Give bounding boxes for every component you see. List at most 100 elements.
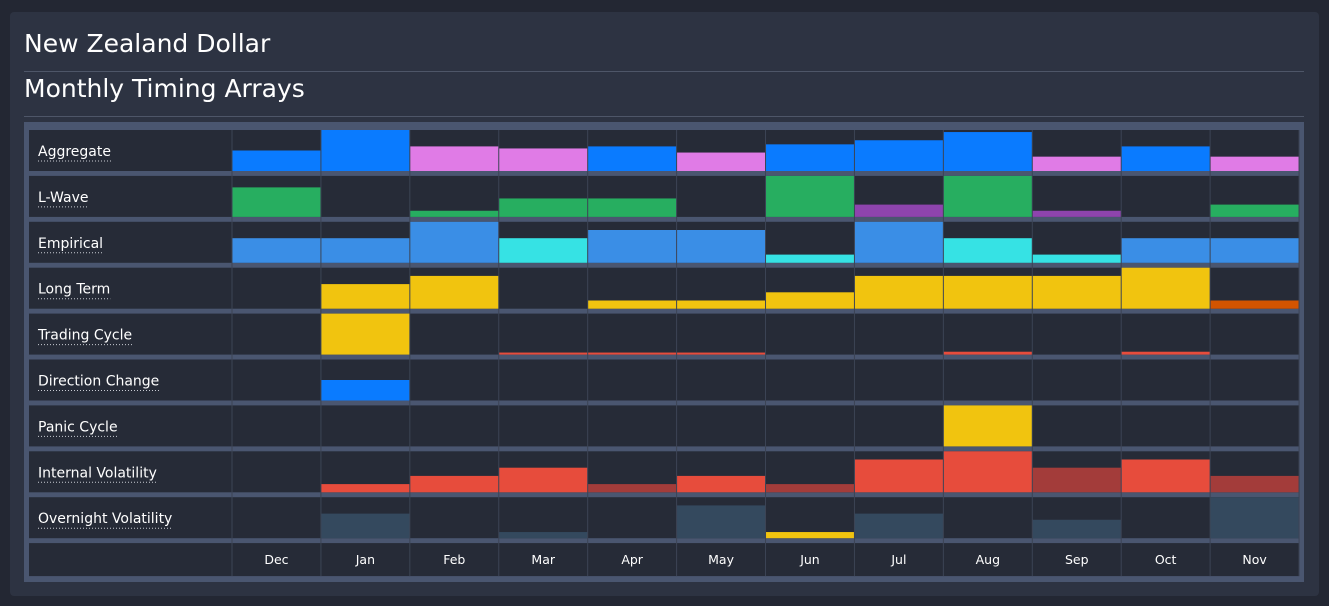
bar-trading-cycle-jan <box>320 313 410 355</box>
month-label-mar: Mar <box>531 552 555 567</box>
bar-internal-volatility-jan <box>320 484 410 493</box>
bar-l-wave-dec <box>232 187 321 217</box>
row-label[interactable]: Long Term <box>38 282 110 298</box>
bar-empirical-aug <box>943 238 1033 263</box>
month-label-sep: Sep <box>1065 552 1089 567</box>
bar-empirical-jul <box>854 221 944 263</box>
bar-internal-volatility-jul <box>854 459 944 493</box>
row-label[interactable]: Aggregate <box>38 144 111 160</box>
bar-empirical-nov <box>1210 238 1300 263</box>
row-label[interactable]: Empirical <box>38 236 103 252</box>
bar-aggregate-may <box>676 152 766 171</box>
row-background <box>29 313 1300 355</box>
bar-aggregate-feb <box>409 146 499 171</box>
bar-l-wave-nov <box>1210 204 1300 217</box>
month-label-feb: Feb <box>443 552 465 567</box>
bar-aggregate-jul <box>854 140 944 171</box>
bar-l-wave-jun <box>765 175 855 217</box>
bar-internal-volatility-feb <box>409 475 499 493</box>
bar-long-term-nov <box>1210 300 1300 309</box>
bar-panic-cycle-aug <box>943 405 1033 447</box>
bar-aggregate-jan <box>320 130 410 171</box>
bar-trading-cycle-may <box>676 352 766 355</box>
row-label[interactable]: Trading Cycle <box>37 328 132 344</box>
subtitle-divider <box>24 116 1304 117</box>
row-label[interactable]: Direction Change <box>38 374 159 390</box>
row-label[interactable]: Panic Cycle <box>38 419 118 435</box>
bar-aggregate-sep <box>1032 156 1122 171</box>
bar-long-term-oct <box>1121 267 1211 309</box>
bar-trading-cycle-oct <box>1121 351 1211 355</box>
bar-empirical-may <box>676 230 766 263</box>
bar-empirical-oct <box>1121 238 1211 263</box>
timing-array-grid: Aggregate L-Wave Empirical Long Term Trading… <box>24 122 1304 582</box>
bar-aggregate-aug <box>943 132 1033 171</box>
bar-empirical-mar <box>498 238 588 263</box>
month-label-aug: Aug <box>976 552 1000 567</box>
month-label-jan: Jan <box>355 552 375 567</box>
row-label[interactable]: Internal Volatility <box>38 465 157 481</box>
month-label-dec: Dec <box>264 552 288 567</box>
bar-internal-volatility-oct <box>1121 459 1211 493</box>
bar-internal-volatility-aug <box>943 451 1033 493</box>
bar-aggregate-mar <box>498 148 588 171</box>
bar-internal-volatility-nov <box>1210 475 1300 493</box>
row-background <box>29 405 1300 447</box>
bar-internal-volatility-sep <box>1032 467 1122 493</box>
bar-direction-change-jan <box>320 380 410 401</box>
timing-array-chart: Aggregate L-Wave Empirical Long Term Trading… <box>29 130 1300 577</box>
bar-long-term-feb <box>409 275 499 309</box>
bar-l-wave-feb <box>409 210 499 217</box>
title-divider <box>24 71 1304 72</box>
bar-empirical-jun <box>765 254 855 263</box>
bar-long-term-aug <box>943 275 1033 309</box>
month-label-jun: Jun <box>799 552 820 567</box>
bar-l-wave-aug <box>943 175 1033 217</box>
bar-long-term-jul <box>854 275 944 309</box>
bar-trading-cycle-mar <box>498 352 588 355</box>
bar-long-term-may <box>676 300 766 309</box>
bar-aggregate-oct <box>1121 146 1211 171</box>
bar-internal-volatility-mar <box>498 467 588 493</box>
bar-trading-cycle-apr <box>587 352 677 355</box>
bar-overnight-volatility-sep <box>1032 519 1122 539</box>
month-label-oct: Oct <box>1155 552 1177 567</box>
bar-long-term-jan <box>320 284 410 309</box>
bar-overnight-volatility-nov <box>1210 497 1300 539</box>
bar-l-wave-apr <box>587 198 677 217</box>
bar-empirical-feb <box>409 221 499 263</box>
month-label-apr: Apr <box>621 552 643 567</box>
bar-overnight-volatility-mar <box>498 532 588 539</box>
bar-l-wave-mar <box>498 198 588 217</box>
month-label-may: May <box>708 552 734 567</box>
bar-internal-volatility-jun <box>765 484 855 493</box>
bar-l-wave-sep <box>1032 210 1122 217</box>
bar-internal-volatility-apr <box>587 484 677 493</box>
month-label-jul: Jul <box>890 552 906 567</box>
bar-empirical-sep <box>1032 254 1122 263</box>
bar-long-term-sep <box>1032 275 1122 309</box>
main-panel: New Zealand Dollar Monthly Timing Arrays… <box>10 12 1319 596</box>
month-label-nov: Nov <box>1242 552 1267 567</box>
bar-long-term-apr <box>587 300 677 309</box>
row-label[interactable]: L-Wave <box>38 190 88 206</box>
bar-overnight-volatility-jul <box>854 513 944 539</box>
bar-internal-volatility-may <box>676 475 766 493</box>
bar-overnight-volatility-jun <box>765 532 855 539</box>
bar-aggregate-dec <box>232 150 321 171</box>
month-axis-background <box>29 543 1300 577</box>
bar-l-wave-jul <box>854 204 944 217</box>
row-label[interactable]: Overnight Volatility <box>38 511 172 527</box>
bar-aggregate-nov <box>1210 156 1300 171</box>
row-background <box>29 359 1300 401</box>
bar-empirical-dec <box>232 238 321 263</box>
bar-overnight-volatility-may <box>676 505 766 539</box>
bar-empirical-apr <box>587 230 677 263</box>
bar-overnight-volatility-jan <box>320 513 410 539</box>
bar-trading-cycle-aug <box>943 351 1033 355</box>
bar-aggregate-apr <box>587 146 677 171</box>
bar-long-term-jun <box>765 292 855 309</box>
bar-empirical-jan <box>320 238 410 263</box>
chart-title: Monthly Timing Arrays <box>24 74 305 103</box>
bar-aggregate-jun <box>765 144 855 171</box>
